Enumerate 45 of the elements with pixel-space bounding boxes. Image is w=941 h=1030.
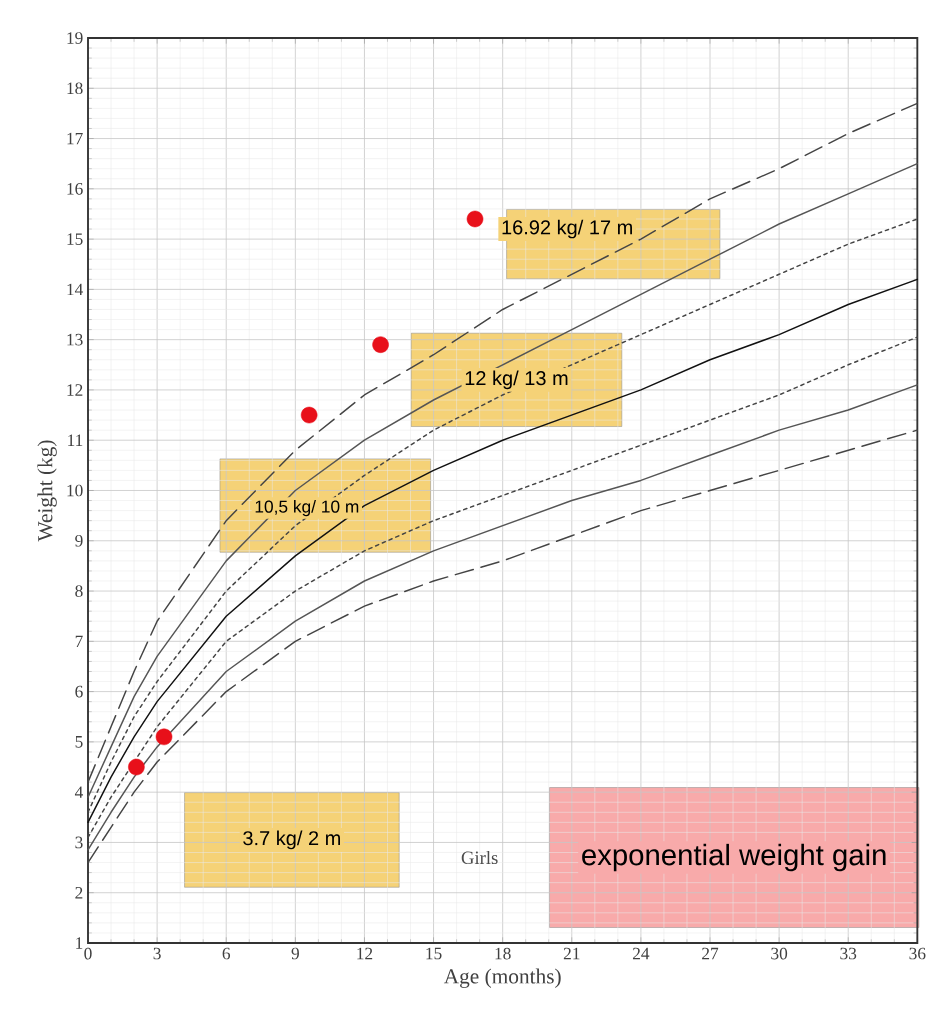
y-tick-label: 17 bbox=[67, 132, 83, 145]
annotation: 16.92 kg/ 17 m bbox=[502, 219, 632, 239]
x-tick-label: 12 bbox=[357, 947, 373, 960]
x-tick-label: 24 bbox=[632, 947, 650, 960]
point bbox=[300, 406, 318, 424]
annotation: exponential weight gain bbox=[582, 843, 886, 872]
y-tick-label: 16 bbox=[67, 182, 83, 195]
annotation: Girls bbox=[461, 850, 498, 865]
y-tick-label: 5 bbox=[75, 736, 83, 748]
y-tick-label: 7 bbox=[75, 635, 83, 647]
y-axis-title: Weight (kg) bbox=[37, 440, 57, 542]
x-tick-label: 9 bbox=[291, 947, 299, 960]
y-tick-label: 2 bbox=[75, 886, 83, 899]
x-tick-label: 18 bbox=[495, 947, 511, 960]
y-tick-label: 10 bbox=[67, 484, 83, 497]
y-tick-label: 6 bbox=[75, 685, 83, 698]
y-tick-label: 9 bbox=[75, 534, 83, 547]
point bbox=[466, 210, 484, 228]
x-tick-label: 33 bbox=[840, 947, 857, 960]
x-tick-label: 30 bbox=[771, 947, 788, 960]
x-tick-label: 36 bbox=[909, 947, 926, 960]
x-tick-label: 6 bbox=[222, 947, 231, 960]
annotation: 3.7 kg/ 2 m bbox=[243, 830, 340, 850]
point bbox=[128, 758, 145, 776]
y-tick-label: 4 bbox=[74, 786, 84, 798]
point bbox=[372, 336, 389, 353]
y-tick-label: 13 bbox=[67, 333, 83, 346]
x-axis-title: Age (months) bbox=[443, 968, 561, 988]
annotation: 10,5 kg/ 10 m bbox=[255, 500, 359, 517]
y-tick-label: 11 bbox=[68, 434, 83, 446]
x-tick-label: 15 bbox=[426, 947, 442, 960]
y-tick-label: 12 bbox=[67, 384, 83, 396]
x-tick-label: 27 bbox=[702, 947, 719, 960]
y-tick-label: 3 bbox=[75, 836, 83, 849]
x-tick-label: 0 bbox=[84, 947, 92, 960]
y-tick-label: 14 bbox=[67, 283, 84, 296]
y-tick-label: 15 bbox=[67, 233, 83, 245]
y-tick-label: 18 bbox=[67, 82, 83, 95]
x-tick-label: 3 bbox=[153, 947, 161, 960]
y-tick-label: 19 bbox=[67, 32, 83, 44]
y-tick-label: 8 bbox=[75, 585, 83, 597]
annotation: 12 kg/ 13 m bbox=[465, 370, 568, 390]
x-tick-label: 21 bbox=[563, 947, 580, 960]
point bbox=[155, 728, 173, 746]
y-tick-label: 1 bbox=[76, 937, 83, 949]
